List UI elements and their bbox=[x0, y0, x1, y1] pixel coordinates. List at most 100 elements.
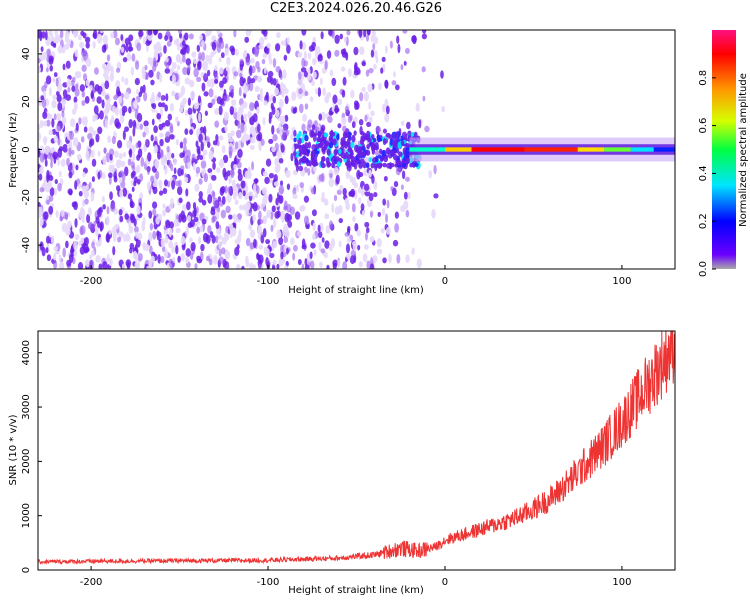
spectrogram-cell bbox=[187, 107, 193, 116]
spectrogram-cell bbox=[215, 221, 220, 230]
spectrogram-cell bbox=[279, 130, 283, 137]
spectrogram-cell bbox=[280, 134, 286, 141]
spectrogram-cell bbox=[348, 190, 355, 197]
spectrogram-cell bbox=[253, 47, 260, 57]
spectrogram-cell bbox=[284, 95, 289, 105]
spectrogram-cell bbox=[211, 190, 215, 197]
spectrogram-cell bbox=[106, 206, 110, 215]
spectrogram-cell bbox=[52, 42, 57, 48]
spectrogram-cell bbox=[368, 192, 374, 202]
spectrogram-cell bbox=[163, 179, 168, 187]
spectrogram-cell bbox=[263, 215, 268, 224]
spectrogram-cell bbox=[153, 61, 159, 68]
spectrogram-cell bbox=[405, 254, 410, 263]
spectrogram-cell bbox=[199, 34, 203, 41]
spectrogram-cell bbox=[97, 126, 103, 135]
spectrogram-cell bbox=[250, 229, 256, 239]
spectrogram-cell bbox=[401, 170, 406, 180]
spectrogram-cell bbox=[165, 131, 171, 140]
spectrogram-cell bbox=[311, 209, 317, 217]
spectrogram-cell bbox=[259, 37, 265, 46]
spectrogram-cell bbox=[292, 187, 297, 196]
spectrogram-cell bbox=[164, 68, 171, 74]
spectrogram-cell bbox=[349, 255, 356, 265]
spectrogram-cell bbox=[196, 258, 203, 264]
spectrogram-cell bbox=[224, 185, 228, 194]
spectrogram-cell bbox=[178, 30, 182, 34]
spectrogram-cell bbox=[171, 61, 177, 70]
spectrogram-cell bbox=[406, 121, 411, 130]
spectrogram-cell bbox=[112, 105, 116, 113]
x-tick-label: 0 bbox=[442, 577, 448, 588]
spectrogram-cell bbox=[345, 243, 351, 254]
spectrogram-cell bbox=[373, 180, 378, 190]
spectrogram-cell bbox=[226, 264, 230, 269]
spectrogram-cell bbox=[284, 114, 289, 122]
spectrogram-cell bbox=[157, 254, 161, 264]
spectrogram-cell bbox=[138, 91, 142, 98]
spectrogram-cell bbox=[159, 138, 164, 147]
spectrogram-cell bbox=[112, 232, 117, 242]
spectrogram-cell bbox=[158, 190, 164, 196]
spectrogram-cell bbox=[303, 60, 308, 67]
spectrogram-cell bbox=[111, 136, 117, 145]
spectrogram-cell bbox=[185, 256, 190, 264]
spectrogram-cell bbox=[307, 52, 312, 60]
spectrogram-cell bbox=[150, 134, 154, 142]
spectrogram-cell bbox=[239, 76, 245, 87]
spectrogram-cell bbox=[207, 168, 213, 174]
spectrogram-cell bbox=[74, 71, 80, 79]
spectrogram-cell bbox=[91, 158, 97, 167]
spectrogram-cell bbox=[59, 30, 64, 39]
spectrogram-cell bbox=[96, 96, 102, 104]
spectrogram-cell bbox=[74, 87, 80, 97]
spectrogram-cell bbox=[71, 76, 76, 83]
spectrogram-cell bbox=[229, 84, 235, 93]
spectrogram-cell bbox=[268, 172, 275, 179]
spectrogram-cell bbox=[122, 152, 127, 158]
spectrogram-cell bbox=[182, 55, 186, 63]
spectrogram-cell bbox=[189, 129, 194, 136]
spectrogram-cell bbox=[169, 35, 173, 43]
spectrogram-cell bbox=[325, 156, 330, 164]
spectrogram-cell bbox=[314, 126, 320, 133]
spectrogram-cell bbox=[272, 77, 277, 86]
colorbar-tick-label: 0.2 bbox=[698, 213, 709, 229]
spectrogram-cell bbox=[185, 248, 191, 257]
spectrogram-cell bbox=[331, 203, 335, 214]
spectrogram-cell bbox=[310, 130, 315, 137]
spectrogram-cell bbox=[421, 33, 427, 40]
spectrogram-cell bbox=[416, 258, 422, 269]
spectrogram-cell bbox=[119, 170, 125, 177]
spectrogram-cell bbox=[168, 227, 173, 238]
spectrogram-cell bbox=[248, 81, 254, 92]
spectrogram-cell bbox=[267, 70, 274, 78]
spectrogram-cell bbox=[377, 137, 382, 142]
spectrogram-cell bbox=[250, 57, 255, 64]
spectrogram-cell bbox=[349, 175, 354, 183]
spectrogram-cell bbox=[227, 186, 231, 195]
spectrogram-cell bbox=[325, 225, 331, 234]
spectrogram-cell bbox=[167, 113, 173, 121]
spectrogram-cell bbox=[238, 229, 242, 239]
spectrogram-cell bbox=[191, 51, 197, 58]
spectrogram-cell bbox=[321, 146, 326, 153]
spectrogram-cell bbox=[384, 113, 390, 123]
spectrogram-cell bbox=[98, 263, 103, 269]
spectrogram-cell bbox=[378, 154, 382, 159]
spectrogram-cell bbox=[338, 148, 342, 155]
spectrogram-cell bbox=[175, 116, 179, 124]
spectrogram-cell bbox=[38, 149, 41, 158]
spectrogram-cell bbox=[314, 144, 320, 150]
spectrogram-cell bbox=[440, 70, 444, 79]
spectrogram-cell bbox=[257, 232, 261, 240]
spectrogram-cell bbox=[228, 146, 233, 156]
spectrogram-cell bbox=[173, 158, 177, 166]
spectrogram-cell bbox=[278, 98, 284, 109]
spectrogram-cell bbox=[160, 255, 165, 264]
spectrogram-cell bbox=[356, 229, 361, 237]
spectrogram-cell bbox=[328, 141, 334, 149]
spectrogram-cell bbox=[223, 111, 229, 121]
spectrogram-cell bbox=[262, 116, 266, 126]
